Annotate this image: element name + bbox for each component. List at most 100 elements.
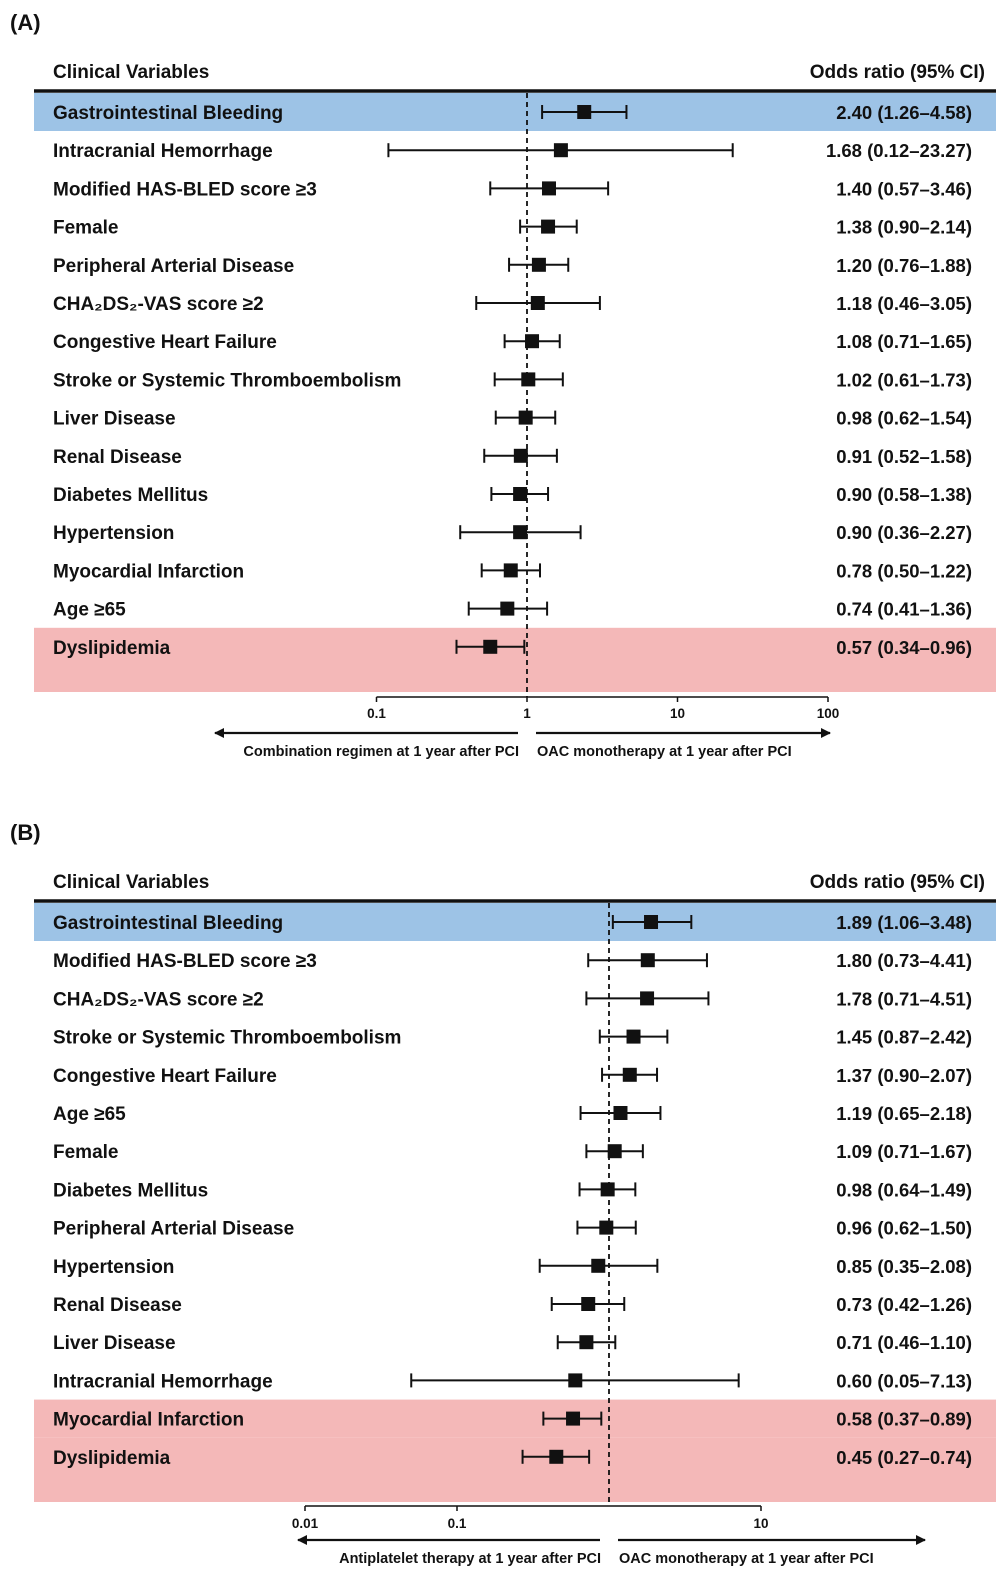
point-estimate (549, 1449, 564, 1464)
row-label: Renal Disease (53, 1295, 182, 1316)
row-label: Modified HAS-BLED score ≥3 (53, 951, 317, 972)
point-estimate (483, 639, 498, 654)
odds-ratio-text: 0.90 (0.58–1.38) (836, 484, 972, 505)
odds-ratio-text: 0.90 (0.36–2.27) (836, 522, 972, 543)
row-label: CHA₂DS₂-VAS score ≥2 (53, 989, 264, 1010)
panel-b: (B) Clinical Variables Odds ratio (95% CI)… (10, 820, 996, 1567)
point-estimate (600, 1182, 615, 1197)
direction-label-right: OAC monotherapy at 1 year after PCI (619, 1551, 874, 1567)
odds-ratio-text: 0.98 (0.62–1.54) (836, 408, 972, 429)
column-header-estimate: Odds ratio (95% CI) (810, 872, 985, 893)
odds-ratio-text: 1.37 (0.90–2.07) (836, 1065, 972, 1086)
point-estimate (644, 915, 659, 929)
odds-ratio-text: 0.91 (0.52–1.58) (836, 446, 972, 467)
panel-label: (B) (10, 820, 41, 845)
direction-label-left: Antiplatelet therapy at 1 year after PCI (339, 1551, 601, 1567)
point-estimate (626, 1029, 641, 1044)
point-estimate (579, 1335, 594, 1350)
column-header-estimate: Odds ratio (95% CI) (810, 62, 985, 83)
row-label: Peripheral Arterial Disease (53, 1219, 294, 1240)
row-label: Hypertension (53, 1257, 174, 1278)
row-label: Hypertension (53, 523, 174, 544)
row-label: Gastrointestinal Bleeding (53, 913, 283, 934)
x-tick-label: 10 (670, 706, 685, 721)
row-label: Dyslipidemia (53, 1448, 171, 1469)
panel-a: (A) Clinical Variables Odds ratio (95% CI)… (10, 10, 996, 760)
odds-ratio-text: 1.40 (0.57–3.46) (836, 178, 972, 199)
point-estimate (530, 296, 545, 310)
panel-label: (A) (10, 10, 41, 35)
point-estimate (622, 1067, 637, 1082)
x-tick-label: 100 (817, 706, 840, 721)
point-estimate (513, 448, 528, 463)
point-estimate (599, 1220, 614, 1235)
odds-ratio-text: 1.80 (0.73–4.41) (836, 950, 972, 971)
row-label: Diabetes Mellitus (53, 485, 208, 506)
point-estimate (513, 487, 528, 501)
row-label: Liver Disease (53, 1333, 176, 1354)
row-label: Renal Disease (53, 447, 182, 468)
point-estimate (513, 525, 528, 540)
odds-ratio-text: 0.60 (0.05–7.13) (836, 1370, 972, 1391)
row-label: Female (53, 218, 118, 239)
point-estimate (541, 219, 556, 234)
point-estimate (531, 257, 546, 272)
row-label: Congestive Heart Failure (53, 1066, 277, 1087)
row-label: Stroke or Systemic Thromboembolism (53, 370, 401, 391)
point-estimate (640, 991, 655, 1006)
row-label: Myocardial Infarction (53, 561, 244, 582)
x-tick-label: 0.01 (292, 1516, 319, 1531)
x-tick-label: 0.1 (448, 1516, 467, 1531)
highlight-band-red (34, 1437, 996, 1502)
highlight-band-blue (34, 903, 996, 941)
row-label: Congestive Heart Failure (53, 332, 277, 353)
row-label: Modified HAS-BLED score ≥3 (53, 179, 317, 200)
row-label: Stroke or Systemic Thromboembolism (53, 1028, 401, 1049)
odds-ratio-text: 1.09 (0.71–1.67) (836, 1141, 972, 1162)
row-label: Peripheral Arterial Disease (53, 256, 294, 277)
odds-ratio-text: 1.89 (1.06–3.48) (836, 912, 972, 933)
odds-ratio-text: 1.45 (0.87–2.42) (836, 1027, 972, 1048)
odds-ratio-text: 0.78 (0.50–1.22) (836, 560, 972, 581)
point-estimate (591, 1258, 606, 1273)
point-estimate (518, 410, 533, 425)
odds-ratio-text: 1.02 (0.61–1.73) (836, 369, 972, 390)
odds-ratio-text: 0.98 (0.64–1.49) (836, 1179, 972, 1200)
odds-ratio-text: 1.68 (0.12–23.27) (826, 140, 972, 161)
point-estimate (500, 601, 515, 616)
point-estimate (568, 1373, 583, 1388)
point-estimate (577, 105, 592, 119)
row-label: Dyslipidemia (53, 638, 171, 659)
odds-ratio-text: 1.20 (0.76–1.88) (836, 255, 972, 276)
point-estimate (566, 1411, 581, 1426)
direction-label-right: OAC monotherapy at 1 year after PCI (537, 744, 792, 760)
odds-ratio-text: 1.78 (0.71–4.51) (836, 988, 972, 1009)
point-estimate (503, 563, 518, 578)
odds-ratio-text: 0.45 (0.27–0.74) (836, 1447, 972, 1468)
odds-ratio-text: 0.74 (0.41–1.36) (836, 599, 972, 620)
highlight-band-blue (34, 93, 996, 131)
point-estimate (613, 1106, 628, 1120)
point-estimate (640, 953, 655, 968)
row-label: Female (53, 1142, 118, 1163)
row-label: Liver Disease (53, 409, 176, 430)
odds-ratio-text: 0.96 (0.62–1.50) (836, 1218, 972, 1239)
highlight-band-red (34, 627, 996, 692)
row-label: Age ≥65 (53, 1104, 126, 1125)
row-label: Intracranial Hemorrhage (53, 1371, 273, 1392)
point-estimate (525, 334, 540, 349)
odds-ratio-text: 0.85 (0.35–2.08) (836, 1256, 972, 1277)
row-label: Myocardial Infarction (53, 1410, 244, 1431)
x-tick-label: 0.1 (367, 706, 386, 721)
column-header-variables: Clinical Variables (53, 62, 209, 83)
highlight-band-red (34, 1399, 996, 1438)
x-tick-label: 10 (753, 1516, 768, 1531)
odds-ratio-text: 1.18 (0.46–3.05) (836, 293, 972, 314)
x-tick-label: 1 (523, 706, 531, 721)
odds-ratio-text: 1.19 (0.65–2.18) (836, 1103, 972, 1124)
row-label: CHA₂DS₂-VAS score ≥2 (53, 294, 264, 315)
odds-ratio-text: 1.38 (0.90–2.14) (836, 217, 972, 238)
odds-ratio-text: 0.71 (0.46–1.10) (836, 1332, 972, 1353)
point-estimate (541, 181, 556, 196)
